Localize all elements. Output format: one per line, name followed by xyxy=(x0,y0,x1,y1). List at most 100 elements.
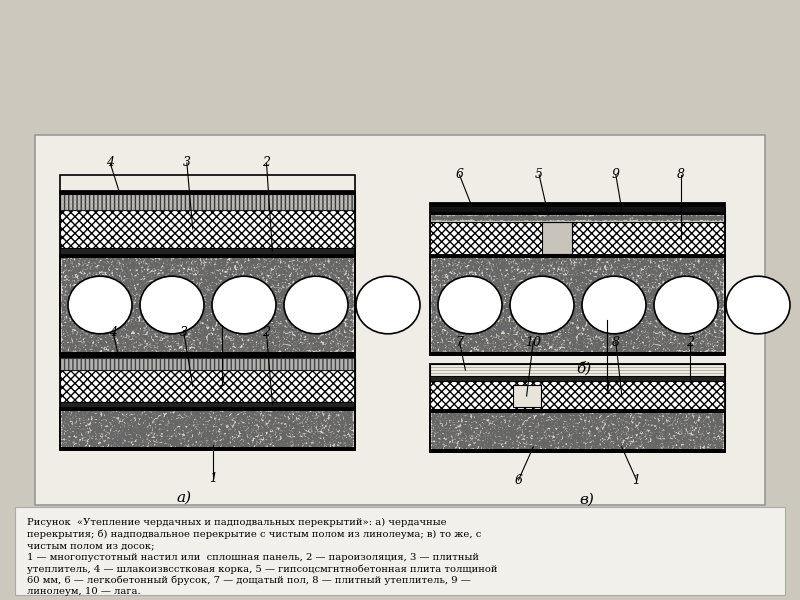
Point xyxy=(219,302,232,311)
Point xyxy=(649,315,662,325)
Point xyxy=(518,305,530,315)
Point xyxy=(655,298,668,308)
Point xyxy=(314,409,326,419)
Point xyxy=(478,411,491,421)
Point xyxy=(166,428,179,437)
Point xyxy=(252,283,265,292)
Point xyxy=(686,420,698,430)
Point xyxy=(209,266,222,275)
Point xyxy=(143,337,156,346)
Point xyxy=(282,427,295,437)
Point xyxy=(508,261,521,271)
Point xyxy=(542,431,554,441)
Point xyxy=(654,256,667,265)
Point xyxy=(301,295,314,304)
Point xyxy=(658,317,671,326)
Point xyxy=(104,416,117,426)
Point xyxy=(191,316,204,325)
Point xyxy=(464,287,477,297)
Point xyxy=(582,299,595,308)
Point xyxy=(610,429,622,439)
Point xyxy=(653,307,666,317)
Point xyxy=(492,433,505,443)
Point xyxy=(484,256,497,265)
Point xyxy=(259,273,272,283)
Point xyxy=(59,335,72,344)
Point xyxy=(491,296,504,306)
Point xyxy=(523,439,536,448)
Point xyxy=(446,214,459,224)
Point xyxy=(454,293,466,302)
Point xyxy=(471,298,484,307)
Point xyxy=(595,328,608,337)
Point xyxy=(479,213,492,223)
Point xyxy=(502,277,514,286)
Point xyxy=(82,410,94,420)
Point xyxy=(684,295,697,305)
Point xyxy=(199,307,212,316)
Point xyxy=(536,212,549,222)
Point xyxy=(502,303,515,313)
Point xyxy=(66,343,79,353)
Point xyxy=(198,410,211,419)
Point xyxy=(146,442,159,452)
Point xyxy=(121,304,134,313)
Point xyxy=(679,290,692,300)
Point xyxy=(553,262,566,272)
Point xyxy=(130,425,143,435)
Point xyxy=(507,260,520,270)
Point xyxy=(198,292,211,301)
Point xyxy=(508,412,521,422)
Point xyxy=(334,429,347,439)
Point xyxy=(534,332,547,341)
Point xyxy=(176,286,189,296)
Point xyxy=(554,430,566,440)
Point xyxy=(692,274,705,283)
Point xyxy=(313,425,326,435)
Point xyxy=(658,302,670,311)
Point xyxy=(78,338,91,348)
Point xyxy=(272,282,285,292)
Point xyxy=(577,302,590,311)
Point xyxy=(586,262,599,272)
Point xyxy=(290,307,302,317)
Point xyxy=(690,327,702,337)
Point xyxy=(580,407,593,417)
Point xyxy=(58,259,71,268)
Point xyxy=(690,301,703,310)
Point xyxy=(114,267,127,277)
Point xyxy=(240,419,253,428)
Point xyxy=(109,434,122,443)
Point xyxy=(691,325,704,334)
Point xyxy=(116,274,129,283)
Point xyxy=(346,280,358,289)
Point xyxy=(275,265,288,274)
Point xyxy=(245,306,258,316)
Point xyxy=(670,414,683,424)
Point xyxy=(530,262,542,271)
Point xyxy=(254,314,266,323)
Point xyxy=(207,331,220,340)
Point xyxy=(620,253,633,262)
Point xyxy=(690,439,703,448)
Point xyxy=(489,344,502,354)
Point xyxy=(661,303,674,313)
Point xyxy=(114,281,126,290)
Point xyxy=(606,215,619,224)
Point xyxy=(506,440,518,450)
Point xyxy=(440,263,453,273)
Point xyxy=(484,274,497,284)
Point xyxy=(124,418,137,427)
Point xyxy=(215,307,228,317)
Point xyxy=(261,295,274,305)
Point xyxy=(108,340,121,350)
Point xyxy=(669,440,682,450)
Point xyxy=(179,432,192,442)
Point xyxy=(116,307,129,317)
Point xyxy=(63,310,76,320)
Point xyxy=(124,311,137,321)
Point xyxy=(607,288,620,298)
Point xyxy=(517,414,530,424)
Point xyxy=(197,286,210,296)
Point xyxy=(141,276,154,286)
